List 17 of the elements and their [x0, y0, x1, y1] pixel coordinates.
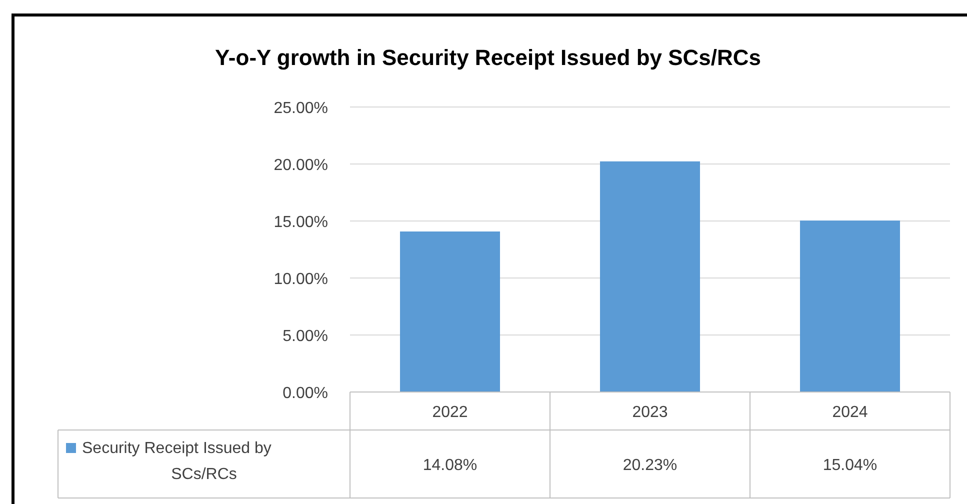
y-tick-label: 10.00%	[274, 271, 328, 288]
y-tick-label: 20.00%	[274, 157, 328, 174]
data-label: 15.04%	[822, 457, 878, 474]
y-tick-label: 15.00%	[274, 214, 328, 231]
x-tick-label: 2023	[632, 404, 668, 421]
bar	[800, 220, 900, 392]
x-tick-label: 2024	[832, 404, 868, 421]
data-label: 14.08%	[422, 457, 478, 474]
data-label: 20.23%	[622, 457, 678, 474]
bar	[400, 231, 500, 392]
bar	[600, 161, 700, 392]
legend-label: Security Receipt Issued by SCs/RCs	[82, 440, 272, 483]
chart-title: Y-o-Y growth in Security Receipt Issued by SCs/RCs	[214, 45, 762, 70]
y-tick-label: 25.00%	[274, 100, 328, 117]
y-tick-label: 0.00%	[282, 385, 328, 402]
x-tick-label: 2022	[432, 404, 468, 421]
y-tick-label: 5.00%	[282, 328, 328, 345]
